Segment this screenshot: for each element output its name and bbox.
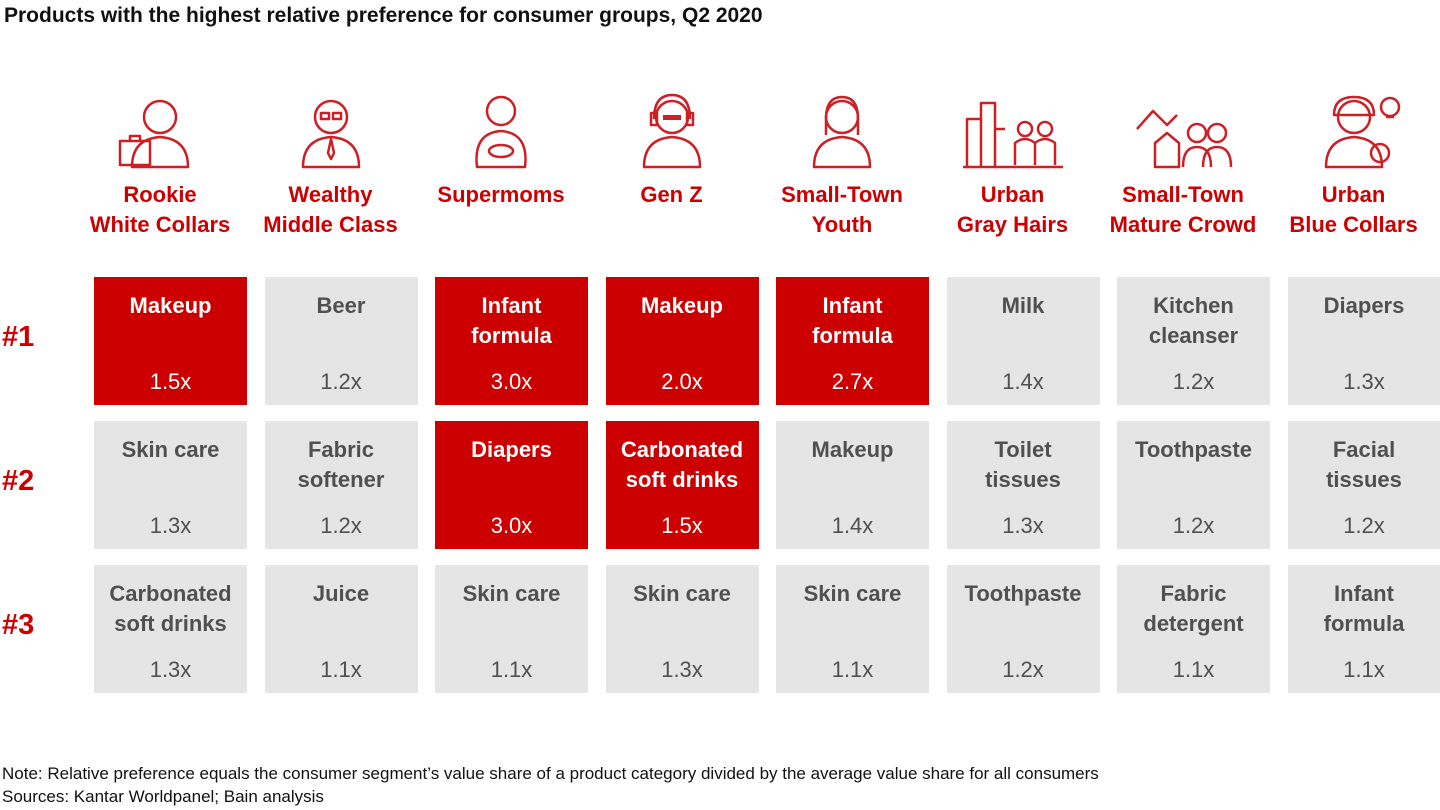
relative-preference-value: 1.3x <box>1002 513 1044 538</box>
relative-preference-value: 1.4x <box>1002 369 1044 394</box>
product-cell: Toilet tissues 1.3x <box>946 421 1100 549</box>
product-cell: Fabric softener 1.2x <box>264 421 418 549</box>
product-cell: Makeup 1.4x <box>776 421 929 549</box>
product-name: Infant formula <box>471 293 552 348</box>
product-cell: Skin care 1.3x <box>94 421 247 549</box>
relative-preference-value: 1.1x <box>320 657 362 682</box>
product-cell: Toothpaste 1.2x <box>946 565 1100 693</box>
relative-preference-value: 2.0x <box>661 369 703 394</box>
relative-preference-value: 1.3x <box>149 657 192 682</box>
product-cell: Carbonated soft drinks 1.3x <box>94 565 247 693</box>
relative-preference-value: 1.2x <box>1172 369 1215 394</box>
product-name: Makeup <box>811 437 894 462</box>
segment-name: Small-Town Youth <box>781 182 903 237</box>
product-cell: Juice 1.1x <box>264 565 418 693</box>
product-name: Beer <box>316 293 366 318</box>
relative-preference-value: 1.1x <box>831 657 874 682</box>
product-cell: Skin care 1.1x <box>435 565 588 693</box>
house-couple-icon <box>1133 88 1233 170</box>
note: Note: Relative preference equals the con… <box>2 764 1099 783</box>
young-woman-icon <box>792 88 892 170</box>
relative-preference-value: 3.0x <box>490 369 533 394</box>
product-name: Facial tissues <box>1326 437 1402 492</box>
youth-headphones-icon <box>622 88 722 170</box>
product-name: Carbonated soft drinks <box>109 581 232 636</box>
relative-preference-value: 1.4x <box>831 513 874 538</box>
relative-preference-value: 1.5x <box>149 369 192 394</box>
product-cell: Infant formula 3.0x <box>435 277 588 405</box>
product-cell: Skin care 1.1x <box>776 565 929 693</box>
product-name: Kitchen cleanser <box>1148 293 1239 348</box>
relative-preference-value: 1.1x <box>1172 657 1215 682</box>
segment-name: Gen Z <box>640 182 703 207</box>
product-cell: Facial tissues 1.2x <box>1287 421 1440 549</box>
product-name: Infant formula <box>1323 581 1405 636</box>
product-name: Juice <box>312 581 370 606</box>
relative-preference-value: 1.3x <box>1343 369 1385 394</box>
relative-preference-value: 1.2x <box>320 369 362 394</box>
product-cell: Infant formula 1.1x <box>1287 565 1440 693</box>
product-cell: Milk 1.4x <box>946 277 1100 405</box>
product-cell: Infant formula 2.7x <box>776 277 929 405</box>
relative-preference-value: 1.1x <box>1343 657 1385 682</box>
segment-name: Small-Town Mature Crowd <box>1109 182 1257 237</box>
product-name: Fabric softener <box>297 437 385 492</box>
mother-baby-icon <box>451 88 551 170</box>
product-cell: Skin care 1.3x <box>605 565 759 693</box>
relative-preference-value: 3.0x <box>490 513 533 538</box>
sources: Sources: Kantar Worldpanel; Bain analysi… <box>2 787 324 806</box>
product-cell: Beer 1.2x <box>264 277 418 405</box>
relative-preference-value: 1.2x <box>1002 657 1044 682</box>
product-name: Fabric detergent <box>1143 581 1244 636</box>
product-cell: Diapers 1.3x <box>1287 277 1440 405</box>
relative-preference-value: 1.1x <box>490 657 533 682</box>
segment-name: Urban Blue Collars <box>1289 182 1418 237</box>
relative-preference-value: 2.7x <box>831 369 874 394</box>
relative-preference-value: 1.2x <box>1172 513 1215 538</box>
product-cell: Kitchen cleanser 1.2x <box>1117 277 1270 405</box>
relative-preference-value: 1.3x <box>149 513 192 538</box>
rank-label: #1 <box>2 321 35 353</box>
city-elderly-couple-icon <box>962 88 1063 170</box>
product-name: Skin care <box>803 581 902 606</box>
relative-preference-value: 1.2x <box>320 513 362 538</box>
worker-helmet-gear-icon <box>1304 88 1404 170</box>
relative-preference-value: 1.2x <box>1343 513 1385 538</box>
chart-title: Products with the highest relative prefe… <box>4 4 763 27</box>
product-name: Carbonated soft drinks <box>620 437 744 492</box>
segment-name: Urban Gray Hairs <box>956 182 1069 237</box>
product-name: Toilet tissues <box>985 437 1061 492</box>
segment-name: Wealthy Middle Class <box>263 182 398 237</box>
product-name: Skin care <box>121 437 220 462</box>
man-glasses-tie-icon <box>281 88 381 170</box>
product-name: Makeup <box>641 293 723 318</box>
product-cell: Fabric detergent 1.1x <box>1117 565 1270 693</box>
rank-label: #2 <box>2 465 35 497</box>
product-name: Infant formula <box>812 293 893 348</box>
product-name: Diapers <box>1323 293 1405 318</box>
rank-label: #3 <box>2 609 35 641</box>
product-cell: Makeup 2.0x <box>605 277 759 405</box>
product-cell: Carbonated soft drinks 1.5x <box>605 421 759 549</box>
relative-preference-value: 1.3x <box>661 657 703 682</box>
segment-name: Rookie White Collars <box>89 182 231 237</box>
office-worker-briefcase-icon <box>110 88 210 170</box>
product-name: Milk <box>1001 293 1045 318</box>
product-name: Skin care <box>633 581 731 606</box>
product-name: Makeup <box>129 293 212 318</box>
product-cell: Makeup 1.5x <box>94 277 247 405</box>
segment-name: Supermoms <box>437 182 565 207</box>
product-name: Toothpaste <box>1135 437 1252 462</box>
product-name: Diapers <box>471 437 552 462</box>
product-cell: Toothpaste 1.2x <box>1117 421 1270 549</box>
product-cell: Diapers 3.0x <box>435 421 588 549</box>
product-name: Toothpaste <box>964 581 1082 606</box>
product-name: Skin care <box>462 581 561 606</box>
relative-preference-value: 1.5x <box>661 513 703 538</box>
